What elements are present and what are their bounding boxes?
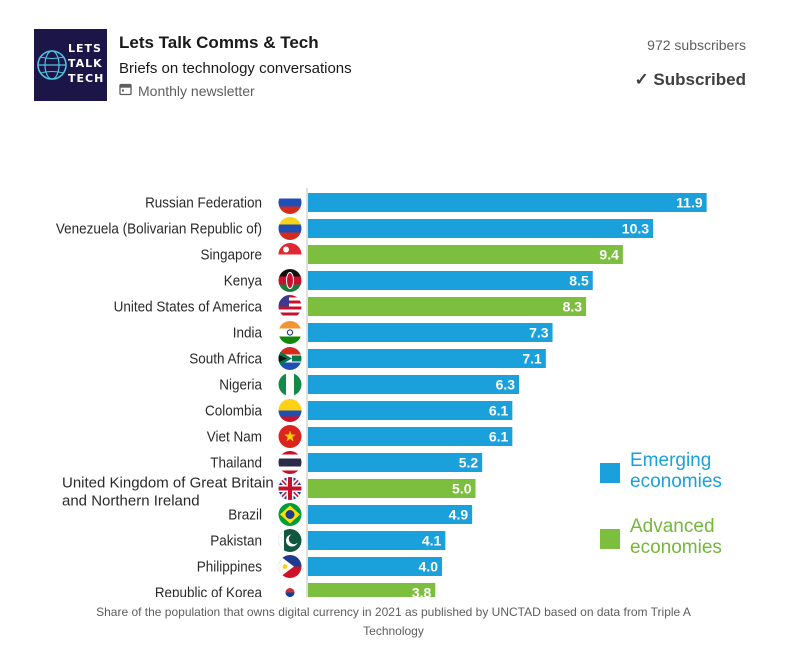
newsletter-title[interactable]: Lets Talk Comms & Tech xyxy=(119,33,319,52)
globe-icon xyxy=(37,50,67,80)
category-label: Philippines xyxy=(197,559,262,576)
category-label: Republic of Korea xyxy=(155,585,262,597)
category-label: Russian Federation xyxy=(145,195,262,212)
bar-advanced xyxy=(308,245,623,264)
bar-advanced xyxy=(308,583,436,597)
digital-currency-chart: Russian Federation 11.9 Venezuela (Bolivar… xyxy=(54,184,744,597)
thailand-flag-icon xyxy=(278,451,302,474)
nigeria-flag-icon xyxy=(278,373,302,396)
bar-emerging xyxy=(308,193,707,212)
logo-text: LETS TALK TECH xyxy=(68,42,105,85)
category-label: Colombia xyxy=(205,403,262,420)
bar-emerging xyxy=(308,401,513,420)
philippines-flag-icon xyxy=(278,555,302,578)
south-africa-flag-icon xyxy=(278,347,302,370)
value-label: 8.5 xyxy=(569,273,589,289)
legend-label: Advanced xyxy=(630,516,715,537)
legend-label: economies xyxy=(630,471,722,492)
value-label: 5.2 xyxy=(459,455,479,471)
category-label: India xyxy=(233,325,262,342)
value-label: 10.3 xyxy=(622,221,649,237)
newsletter-frequency: Monthly newsletter xyxy=(119,83,255,99)
newsletter-logo[interactable]: LETS TALK TECH xyxy=(34,29,107,101)
value-label: 4.0 xyxy=(419,559,439,575)
vietnam-flag-icon xyxy=(278,425,302,448)
legend-label: Emerging xyxy=(630,450,711,471)
india-flag-icon xyxy=(278,321,302,344)
usa-flag-icon xyxy=(278,295,302,318)
value-label: 7.3 xyxy=(529,325,549,341)
newsletter-header: LETS TALK TECH Lets Talk Comms & Tech Br… xyxy=(0,0,787,120)
bar-emerging xyxy=(308,323,553,342)
venezuela-flag-icon xyxy=(278,217,302,240)
value-label: 3.8 xyxy=(412,585,432,598)
brazil-flag-icon xyxy=(278,503,302,526)
bar-emerging xyxy=(308,349,546,368)
category-label: Nigeria xyxy=(219,377,262,394)
category-label: United States of America xyxy=(114,299,262,316)
category-label: United Kingdom of Great Britain and North… xyxy=(62,475,274,510)
calendar-icon xyxy=(119,83,132,99)
value-label: 8.3 xyxy=(563,299,583,315)
value-label: 6.1 xyxy=(489,403,509,419)
bar-emerging xyxy=(308,375,520,394)
bar-emerging xyxy=(308,271,593,290)
legend-swatch-emerging xyxy=(600,463,620,483)
bar-emerging xyxy=(308,557,442,576)
category-label: Singapore xyxy=(201,247,263,264)
singapore-flag-icon xyxy=(278,243,302,266)
value-label: 9.4 xyxy=(599,247,619,263)
bar-emerging xyxy=(308,505,473,524)
category-label: Viet Nam xyxy=(207,429,262,446)
pakistan-flag-icon xyxy=(278,529,302,552)
legend-label: economies xyxy=(630,537,722,558)
bar-advanced xyxy=(308,479,476,498)
subscribed-button[interactable]: ✓ Subscribed xyxy=(634,70,746,89)
value-label: 6.3 xyxy=(496,377,516,393)
bar-emerging xyxy=(308,219,654,238)
value-label: 11.9 xyxy=(676,195,703,211)
bar-emerging xyxy=(308,531,446,550)
value-label: 5.0 xyxy=(452,481,472,497)
bar-emerging xyxy=(308,453,483,472)
colombia-flag-icon xyxy=(278,399,302,422)
legend-swatch-advanced xyxy=(600,529,620,549)
category-label: Brazil xyxy=(228,507,262,524)
bar-emerging xyxy=(308,427,513,446)
value-label: 7.1 xyxy=(522,351,542,367)
category-label: Kenya xyxy=(224,273,262,290)
value-label: 4.9 xyxy=(449,507,469,523)
category-label: Pakistan xyxy=(210,533,262,550)
russia-flag-icon xyxy=(278,191,302,214)
category-label: Venezuela (Bolivarian Republic of) xyxy=(56,221,262,238)
value-label: 6.1 xyxy=(489,429,509,445)
subscriber-count: 972 subscribers xyxy=(647,37,746,53)
korea-flag-icon xyxy=(278,581,302,597)
value-label: 4.1 xyxy=(422,533,442,549)
category-label: South Africa xyxy=(189,351,262,368)
newsletter-description: Briefs on technology conversations xyxy=(119,60,352,77)
kenya-flag-icon xyxy=(278,269,302,292)
bar-chart-svg: Russian Federation 11.9 Venezuela (Bolivar… xyxy=(56,188,722,598)
uk-flag-icon xyxy=(278,477,302,500)
image-caption: Share of the population that owns digita… xyxy=(96,605,691,638)
bar-advanced xyxy=(308,297,587,316)
frequency-label: Monthly newsletter xyxy=(138,83,255,99)
category-label: Thailand xyxy=(210,455,262,472)
